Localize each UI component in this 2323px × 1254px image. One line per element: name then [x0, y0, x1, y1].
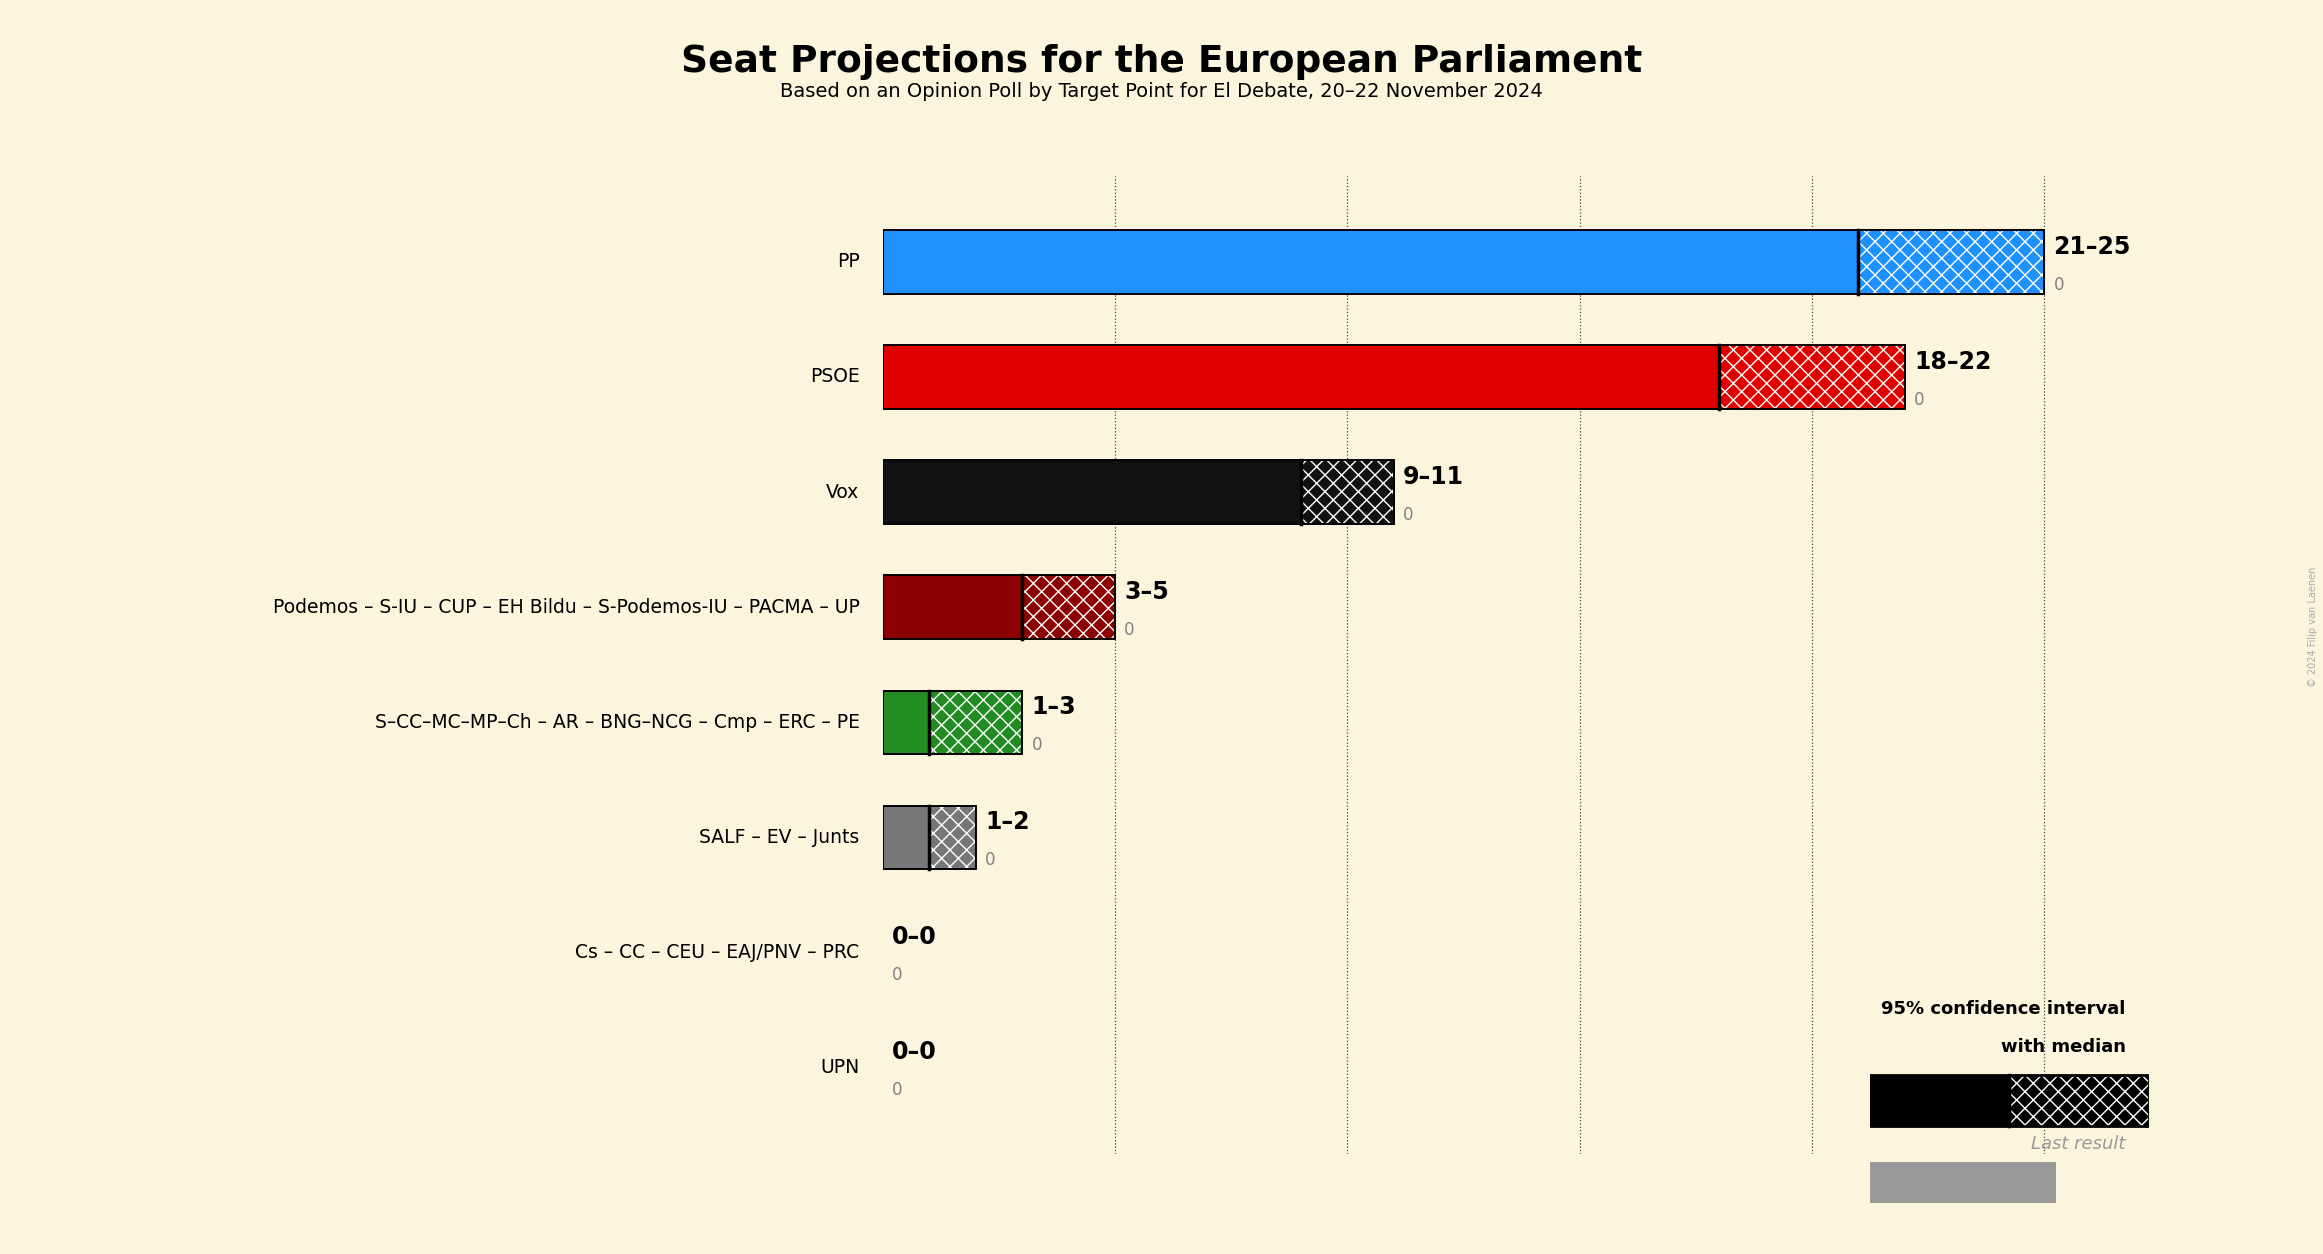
Bar: [929, 691, 1022, 754]
Bar: [1858, 231, 2044, 293]
Bar: [883, 691, 1022, 754]
Bar: [883, 576, 1115, 638]
Bar: [883, 576, 1022, 638]
Bar: [883, 691, 929, 754]
Text: 0: 0: [985, 851, 997, 869]
Text: 0: 0: [1031, 736, 1043, 754]
Bar: [883, 345, 1905, 409]
Bar: [1301, 460, 1394, 524]
Text: 21–25: 21–25: [2054, 234, 2130, 258]
Bar: [1719, 345, 1905, 409]
Text: 0: 0: [892, 967, 904, 984]
Text: SALF – EV – Junts: SALF – EV – Junts: [699, 828, 860, 846]
Bar: [1870, 1075, 2149, 1126]
Text: Vox: Vox: [827, 483, 860, 502]
Bar: [1870, 1162, 2056, 1203]
Text: PP: PP: [836, 252, 860, 271]
Bar: [1022, 576, 1115, 638]
Text: 0: 0: [1403, 507, 1415, 524]
Bar: [929, 805, 976, 869]
Text: © 2024 Filip van Laenen: © 2024 Filip van Laenen: [2309, 567, 2318, 687]
Bar: [883, 460, 1394, 524]
Bar: [1719, 345, 1905, 409]
Text: Last result: Last result: [2030, 1135, 2126, 1152]
Bar: [883, 805, 929, 869]
Text: PSOE: PSOE: [811, 367, 860, 386]
Text: 18–22: 18–22: [1914, 350, 1991, 374]
Text: 0–0: 0–0: [892, 1041, 936, 1065]
Text: 1–3: 1–3: [1031, 695, 1076, 720]
Bar: [883, 460, 1301, 524]
Text: 1–2: 1–2: [985, 810, 1029, 834]
Text: Based on an Opinion Poll by Target Point for El Debate, 20–22 November 2024: Based on an Opinion Poll by Target Point…: [781, 82, 1542, 100]
Text: 3–5: 3–5: [1124, 581, 1168, 604]
Bar: [883, 345, 1719, 409]
Text: 0–0: 0–0: [892, 925, 936, 949]
Text: 0: 0: [2054, 276, 2065, 293]
Text: 0: 0: [1124, 621, 1136, 640]
Text: UPN: UPN: [820, 1058, 860, 1077]
Bar: [929, 805, 976, 869]
Bar: [883, 231, 1858, 293]
Bar: [883, 231, 2044, 293]
Bar: [1870, 1075, 2009, 1126]
Text: 95% confidence interval: 95% confidence interval: [1882, 1001, 2126, 1018]
Bar: [2009, 1075, 2149, 1126]
Text: Podemos – S-IU – CUP – EH Bildu – S-Podemos-IU – PACMA – UP: Podemos – S-IU – CUP – EH Bildu – S-Pode…: [272, 598, 860, 617]
Text: with median: with median: [2000, 1038, 2126, 1056]
Text: Cs – CC – CEU – EAJ/PNV – PRC: Cs – CC – CEU – EAJ/PNV – PRC: [576, 943, 860, 962]
Bar: [1301, 460, 1394, 524]
Bar: [1858, 231, 2044, 293]
Text: Seat Projections for the European Parliament: Seat Projections for the European Parlia…: [681, 44, 1642, 80]
Text: 0: 0: [1914, 391, 1926, 409]
Text: S–CC–MC–MP–Ch – AR – BNG–NCG – Cmp – ERC – PE: S–CC–MC–MP–Ch – AR – BNG–NCG – Cmp – ERC…: [374, 712, 860, 731]
Text: 9–11: 9–11: [1403, 465, 1463, 489]
Bar: [929, 691, 1022, 754]
Bar: [883, 805, 976, 869]
Bar: [1022, 576, 1115, 638]
Text: 0: 0: [892, 1081, 904, 1100]
